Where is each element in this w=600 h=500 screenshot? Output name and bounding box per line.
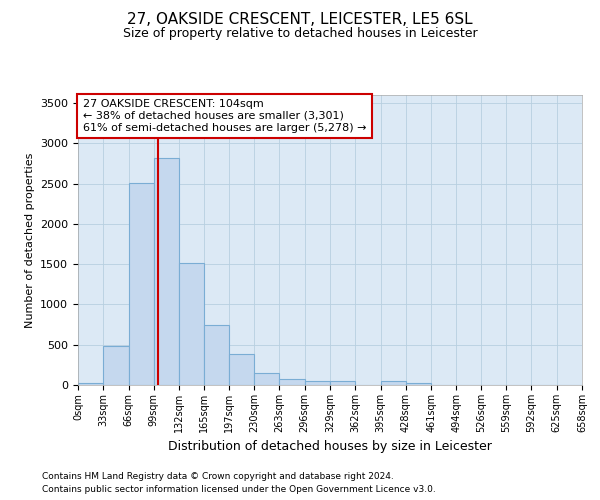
Y-axis label: Number of detached properties: Number of detached properties	[25, 152, 35, 328]
Bar	[154, 158, 179, 385]
Text: Contains public sector information licensed under the Open Government Licence v3: Contains public sector information licen…	[42, 485, 436, 494]
Text: Contains HM Land Registry data © Crown copyright and database right 2024.: Contains HM Land Registry data © Crown c…	[42, 472, 394, 481]
Bar	[128, 183, 154, 385]
Text: 27, OAKSIDE CRESCENT, LEICESTER, LE5 6SL: 27, OAKSIDE CRESCENT, LEICESTER, LE5 6SL	[127, 12, 473, 28]
Bar	[280, 378, 305, 385]
Text: Size of property relative to detached houses in Leicester: Size of property relative to detached ho…	[122, 28, 478, 40]
Bar	[330, 380, 355, 385]
Text: 27 OAKSIDE CRESCENT: 104sqm
← 38% of detached houses are smaller (3,301)
61% of : 27 OAKSIDE CRESCENT: 104sqm ← 38% of det…	[83, 100, 367, 132]
Bar	[78, 384, 103, 385]
Bar	[229, 354, 254, 385]
Bar	[205, 324, 229, 385]
Bar	[179, 262, 205, 385]
Bar	[406, 384, 431, 385]
Bar	[305, 380, 330, 385]
Bar	[103, 346, 128, 385]
X-axis label: Distribution of detached houses by size in Leicester: Distribution of detached houses by size …	[168, 440, 492, 454]
Bar	[254, 374, 280, 385]
Bar	[380, 380, 406, 385]
